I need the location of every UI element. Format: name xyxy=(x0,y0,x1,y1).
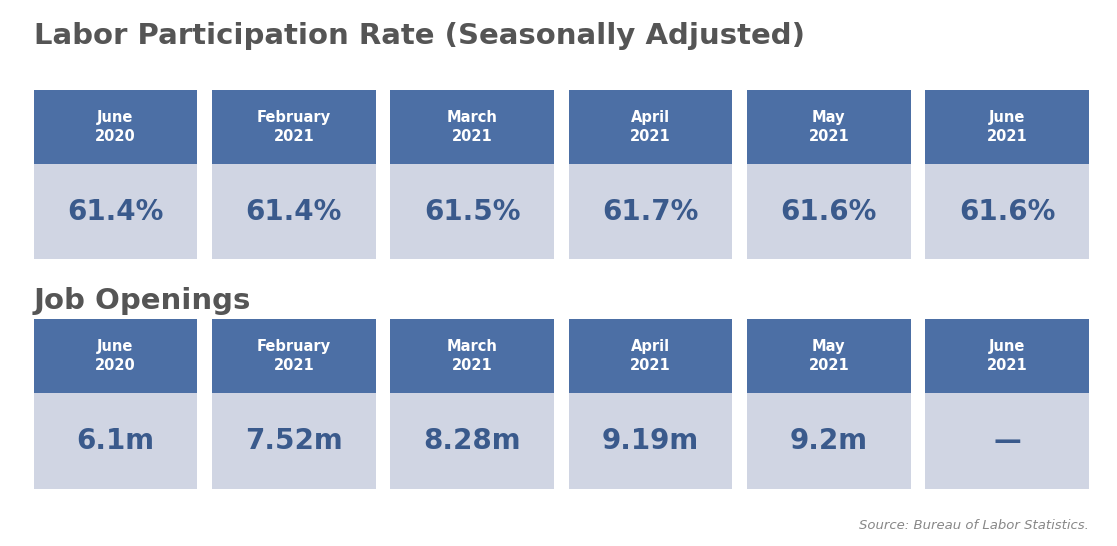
Text: Job Openings: Job Openings xyxy=(34,287,251,314)
FancyBboxPatch shape xyxy=(747,90,910,164)
FancyBboxPatch shape xyxy=(925,164,1089,259)
Text: 61.6%: 61.6% xyxy=(781,198,877,225)
Text: 61.4%: 61.4% xyxy=(67,198,163,225)
Text: 6.1m: 6.1m xyxy=(76,427,154,455)
Text: 7.52m: 7.52m xyxy=(245,427,343,455)
FancyBboxPatch shape xyxy=(212,164,375,259)
Text: 8.28m: 8.28m xyxy=(423,427,521,455)
Text: June
2021: June 2021 xyxy=(986,339,1028,373)
Text: February
2021: February 2021 xyxy=(257,339,331,373)
FancyBboxPatch shape xyxy=(212,90,375,164)
Text: 61.4%: 61.4% xyxy=(246,198,342,225)
Text: June
2020: June 2020 xyxy=(95,339,136,373)
FancyBboxPatch shape xyxy=(747,319,910,393)
Text: April
2021: April 2021 xyxy=(630,110,671,144)
Text: 61.7%: 61.7% xyxy=(602,198,698,225)
Text: 61.6%: 61.6% xyxy=(960,198,1056,225)
Text: June
2021: June 2021 xyxy=(986,110,1028,144)
FancyBboxPatch shape xyxy=(747,164,910,259)
Text: 9.19m: 9.19m xyxy=(602,427,699,455)
FancyBboxPatch shape xyxy=(925,393,1089,489)
Text: March
2021: March 2021 xyxy=(447,339,497,373)
FancyBboxPatch shape xyxy=(34,164,198,259)
Text: April
2021: April 2021 xyxy=(630,339,671,373)
FancyBboxPatch shape xyxy=(925,90,1089,164)
Text: February
2021: February 2021 xyxy=(257,110,331,144)
FancyBboxPatch shape xyxy=(569,393,733,489)
Text: June
2020: June 2020 xyxy=(95,110,136,144)
Text: 9.2m: 9.2m xyxy=(790,427,868,455)
Text: May
2021: May 2021 xyxy=(809,339,849,373)
FancyBboxPatch shape xyxy=(390,393,554,489)
FancyBboxPatch shape xyxy=(569,319,733,393)
FancyBboxPatch shape xyxy=(925,319,1089,393)
Text: May
2021: May 2021 xyxy=(809,110,849,144)
Text: March
2021: March 2021 xyxy=(447,110,497,144)
FancyBboxPatch shape xyxy=(390,90,554,164)
FancyBboxPatch shape xyxy=(569,90,733,164)
Text: Labor Participation Rate (Seasonally Adjusted): Labor Participation Rate (Seasonally Adj… xyxy=(34,22,804,50)
FancyBboxPatch shape xyxy=(747,393,910,489)
Text: —: — xyxy=(993,427,1021,455)
FancyBboxPatch shape xyxy=(390,164,554,259)
FancyBboxPatch shape xyxy=(34,393,198,489)
FancyBboxPatch shape xyxy=(212,319,375,393)
Text: 61.5%: 61.5% xyxy=(423,198,521,225)
FancyBboxPatch shape xyxy=(34,319,198,393)
FancyBboxPatch shape xyxy=(569,164,733,259)
Text: Source: Bureau of Labor Statistics.: Source: Bureau of Labor Statistics. xyxy=(859,519,1089,532)
FancyBboxPatch shape xyxy=(390,319,554,393)
FancyBboxPatch shape xyxy=(34,90,198,164)
FancyBboxPatch shape xyxy=(212,393,375,489)
